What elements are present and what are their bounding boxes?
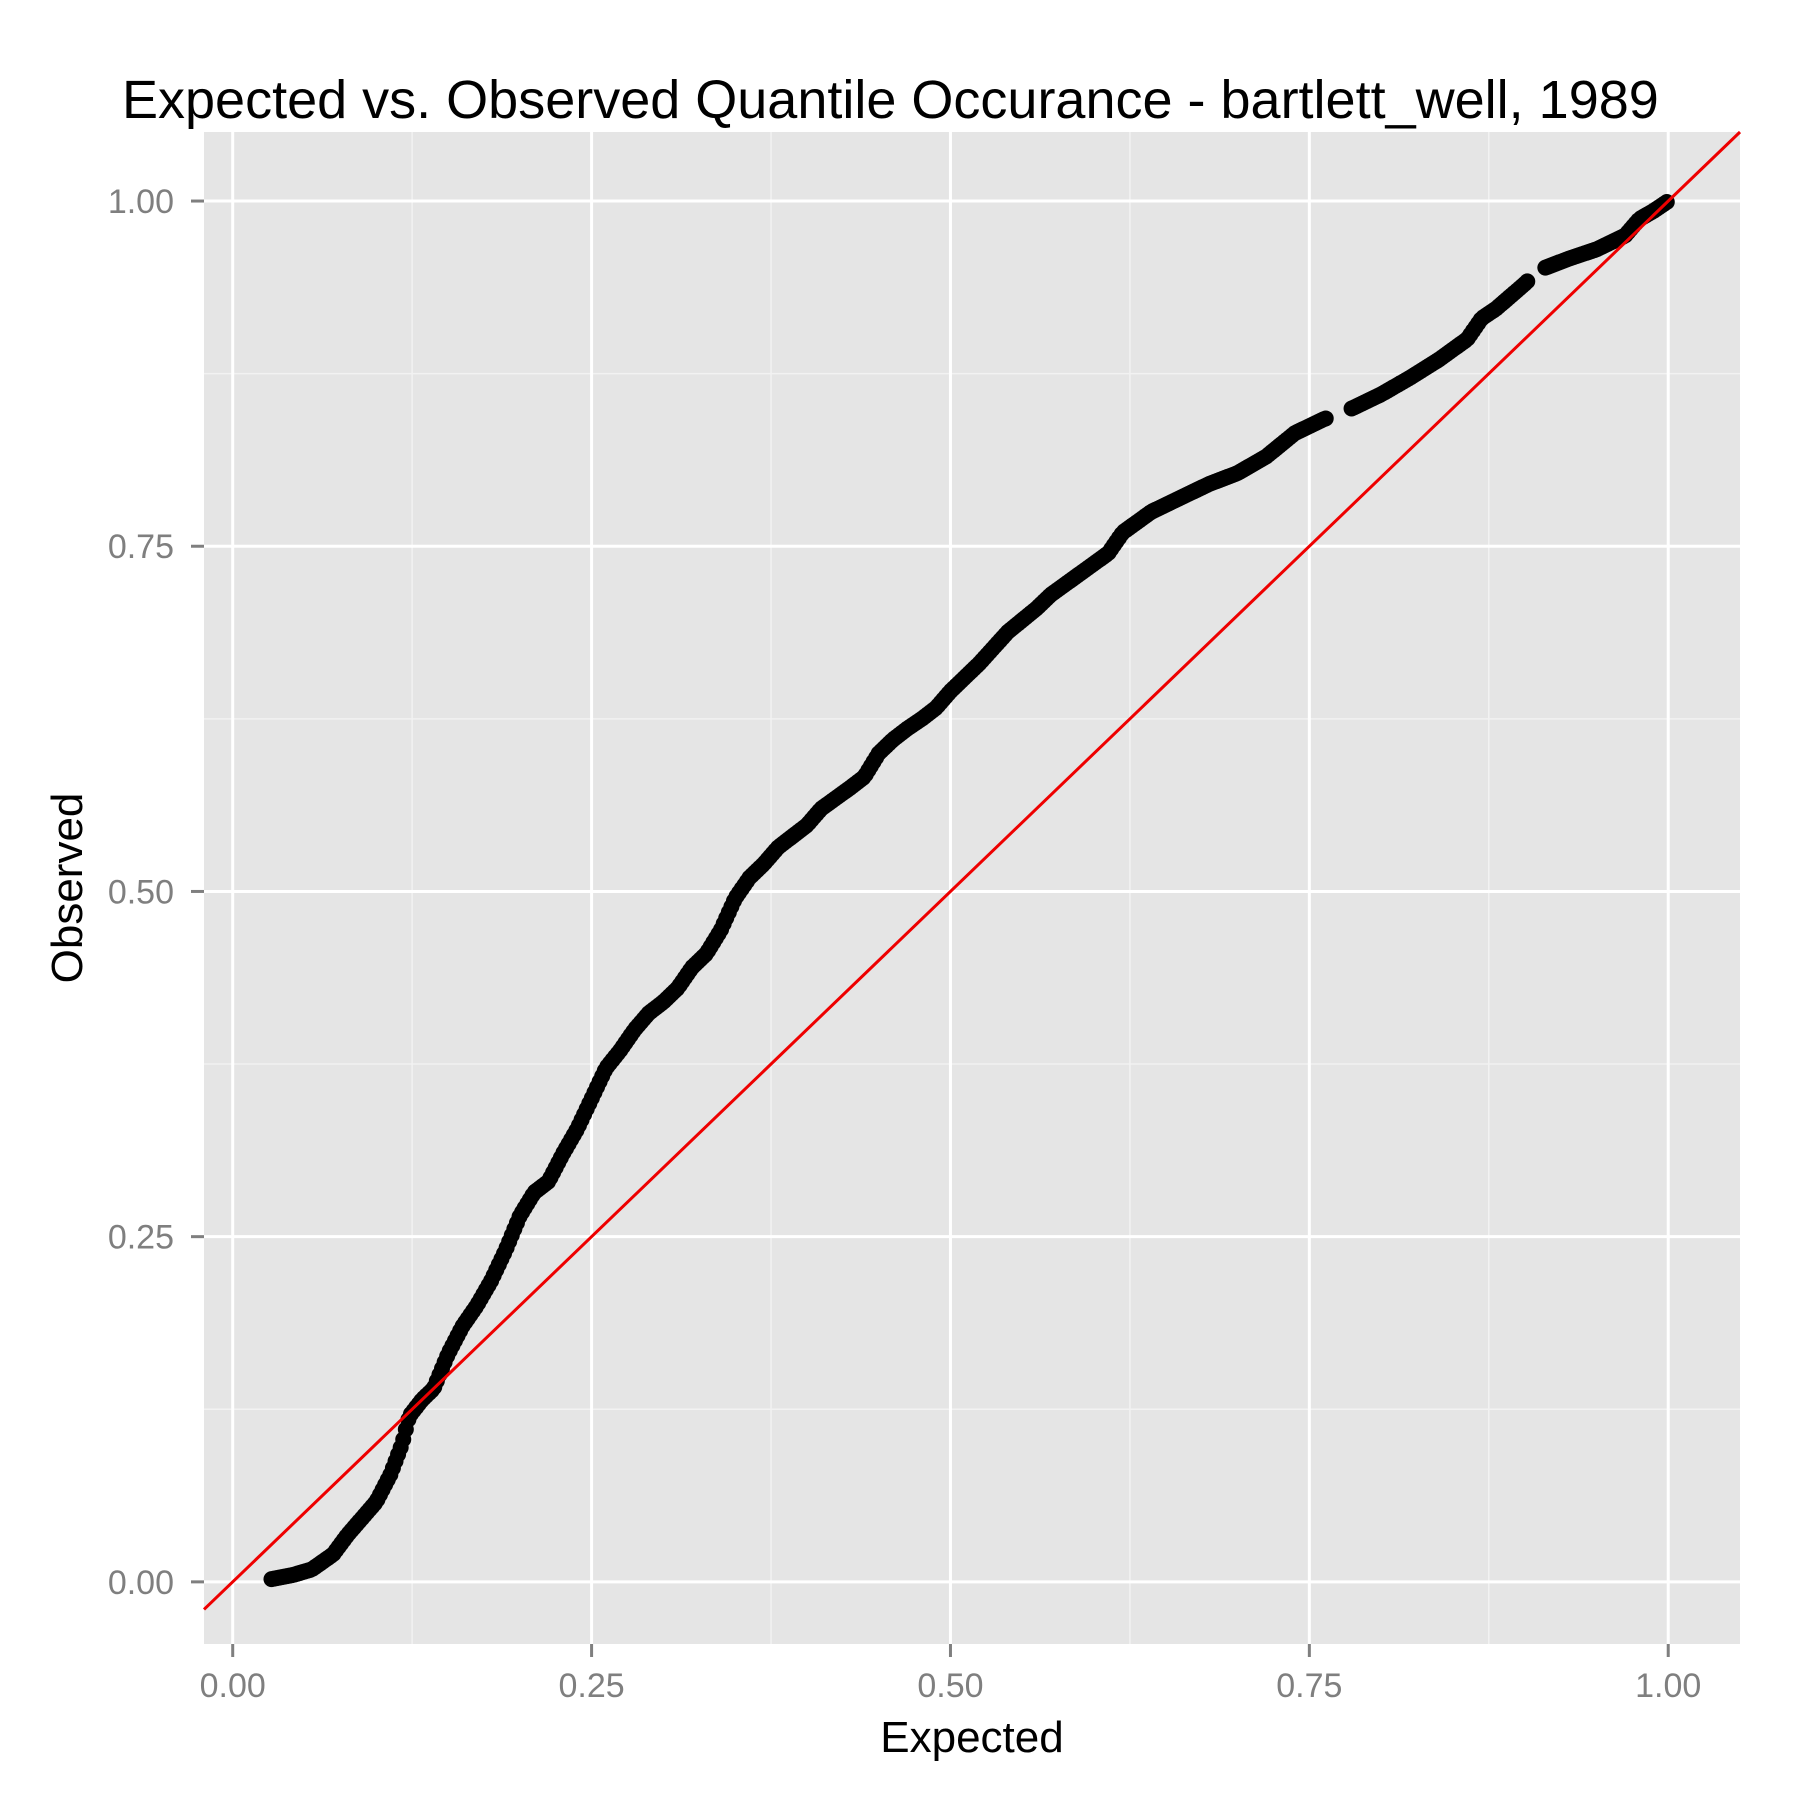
- y-axis-title: Observed: [43, 793, 92, 984]
- y-axis: 0.00 0.25 0.50 0.75 1.00: [108, 183, 204, 1602]
- minor-gridlines: [204, 132, 1740, 1644]
- reference-line: [202, 130, 1742, 1611]
- data-point: [1519, 273, 1536, 290]
- chart-title: Expected vs. Observed Quantile Occurance…: [122, 70, 1659, 130]
- x-tick-label: 0.50: [917, 1667, 983, 1705]
- x-axis-title: Expected: [880, 1713, 1063, 1762]
- y-tick-label: 0.00: [108, 1564, 174, 1602]
- x-tick-label: 0.25: [558, 1667, 624, 1705]
- y-tick-label: 0.25: [108, 1219, 174, 1257]
- x-axis: 0.00 0.25 0.50 0.75 1.00: [200, 1644, 1701, 1705]
- y-tick-label: 1.00: [108, 183, 174, 221]
- x-tick-label: 1.00: [1635, 1667, 1701, 1705]
- x-tick-label: 0.75: [1276, 1667, 1342, 1705]
- y-tick-label: 0.75: [108, 528, 174, 566]
- observed-points: [263, 194, 1675, 1588]
- y-tick-label: 0.50: [108, 873, 174, 911]
- plot-panel-background: [204, 132, 1740, 1644]
- major-gridlines: [204, 132, 1740, 1644]
- reference-line-layer: [202, 130, 1742, 1611]
- data-point: [1317, 410, 1334, 427]
- x-tick-label: 0.00: [200, 1667, 266, 1705]
